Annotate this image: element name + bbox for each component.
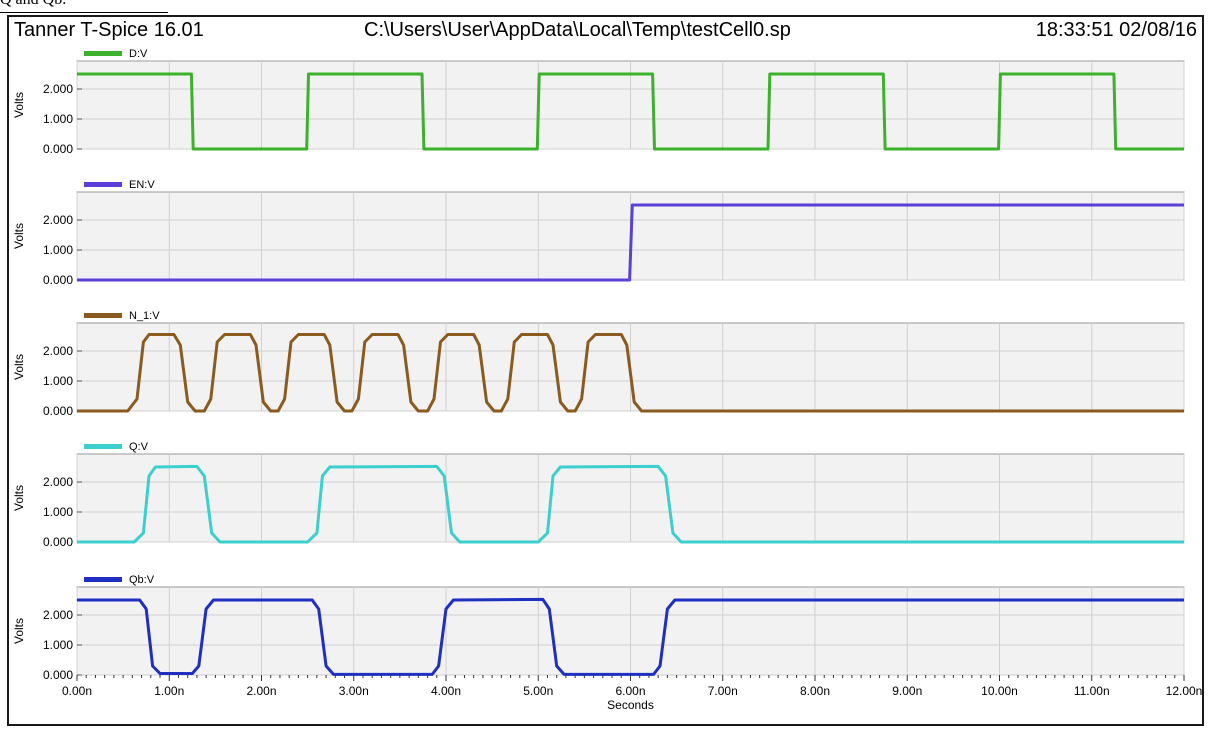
trace-Qb [77, 597, 1184, 676]
x-tick-label: 6.00n [615, 684, 645, 698]
y-axis-label: Volts [12, 354, 26, 380]
x-tick-label: 12.00n [1166, 684, 1202, 698]
caption-rule [0, 12, 168, 13]
y-tick-label: 0.000 [43, 535, 73, 549]
panel-Qb: Qb:V 0.000 1.000 2.000 Volts [12, 574, 1185, 682]
legend-swatch [84, 182, 122, 187]
x-tick-label: 2.00n [246, 684, 276, 698]
app-title: Tanner T-Spice 16.01 [14, 19, 204, 41]
legend-label: N_1:V [129, 310, 160, 322]
panel-N_1: N_1:V 0.000 1.000 2.000 Volts [12, 310, 1185, 418]
legend-label: D:V [129, 48, 148, 60]
x-tick-label: 7.00n [708, 684, 738, 698]
legend-swatch [84, 577, 122, 582]
x-tick-label: 10.00n [981, 684, 1018, 698]
legend-label: EN:V [129, 179, 155, 191]
y-tick-label: 2.000 [43, 608, 73, 622]
x-tick-label: 1.00n [154, 684, 184, 698]
trace-N_1 [77, 333, 1184, 413]
x-tick-label: 11.00n [1074, 684, 1110, 698]
x-tick-label: 0.00n [62, 684, 92, 698]
y-tick-label: 1.000 [43, 638, 73, 652]
legend-swatch [84, 444, 122, 449]
panel-Q: Q:V 0.000 1.000 2.000 Volts [12, 441, 1185, 549]
y-tick-label: 2.000 [43, 344, 73, 358]
y-tick-label: 2.000 [43, 475, 73, 489]
y-axis-label: Volts [12, 485, 26, 511]
legend-label: Q:V [129, 441, 149, 453]
legend-swatch [84, 313, 122, 318]
y-tick-label: 1.000 [43, 112, 73, 126]
y-axis-label: Volts [12, 223, 26, 249]
y-tick-label: 0.000 [43, 404, 73, 418]
timestamp: 18:33:51 02/08/16 [1035, 19, 1197, 41]
x-tick-label: 4.00n [431, 684, 461, 698]
y-tick-label: 1.000 [43, 374, 73, 388]
waveform-plot[interactable]: D:V 0.000 1.000 2.000 Volts EN:V 0.000 1.000 2.0… [9, 17, 1202, 724]
waveform-window: Tanner T-Spice 16.01 C:\Users\User\AppDa… [7, 15, 1204, 726]
x-tick-label: 8.00n [800, 684, 830, 698]
y-tick-label: 1.000 [43, 505, 73, 519]
x-tick-label: 9.00n [892, 684, 922, 698]
x-axis-label: Seconds [607, 698, 654, 712]
trace-EN [77, 203, 1184, 282]
y-tick-label: 2.000 [43, 82, 73, 96]
y-tick-label: 0.000 [43, 273, 73, 287]
y-axis-label: Volts [12, 618, 26, 644]
y-tick-label: 0.000 [43, 142, 73, 156]
file-path: C:\Users\User\AppData\Local\Temp\testCel… [364, 19, 791, 41]
y-axis-label: Volts [12, 92, 26, 118]
panel-D: D:V 0.000 1.000 2.000 Volts [12, 48, 1185, 156]
x-tick-label: 5.00n [523, 684, 553, 698]
legend-swatch [84, 51, 122, 56]
caption-fragment: Q and Qb. [0, 0, 66, 9]
trace-D [77, 72, 1184, 151]
panel-EN: EN:V 0.000 1.000 2.000 Volts [12, 179, 1185, 287]
legend-label: Qb:V [129, 574, 155, 586]
trace-Q [77, 464, 1184, 544]
x-tick-label: 3.00n [339, 684, 369, 698]
y-tick-label: 1.000 [43, 243, 73, 257]
y-tick-label: 0.000 [43, 668, 73, 682]
y-tick-label: 2.000 [43, 213, 73, 227]
